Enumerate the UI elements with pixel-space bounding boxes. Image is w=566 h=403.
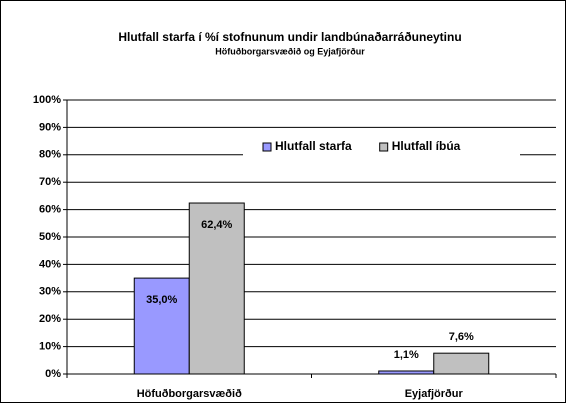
y-tick-label: 30% (39, 286, 61, 298)
legend-swatch (262, 142, 272, 152)
chart-title: Hlutfall starfa í %í stofnunum undir lan… (118, 30, 461, 44)
legend-label: Hlutfall íbúa (392, 139, 461, 153)
data-label: 7,6% (449, 331, 474, 343)
y-tick-label: 60% (39, 204, 61, 216)
data-label: 62,4% (201, 219, 232, 231)
y-tick-label: 70% (39, 176, 61, 188)
data-label: 35,0% (146, 294, 177, 306)
bar (378, 370, 435, 375)
y-tick-label: 40% (39, 258, 61, 270)
y-tick-label: 90% (39, 121, 61, 133)
y-tick-label: 20% (39, 313, 61, 325)
y-tick-label: 10% (39, 341, 61, 353)
bar (133, 277, 190, 375)
chart-subtitle: Höfuðborgarsvæðið og Eyjafjörður (215, 46, 365, 56)
legend-swatch (379, 142, 389, 152)
x-tick-label: Höfuðborgarsvæðið (137, 388, 242, 400)
legend-label: Hlutfall starfa (275, 139, 352, 153)
bar (433, 352, 490, 375)
y-tick-label: 80% (39, 149, 61, 161)
x-tick-label: Eyjafjörður (405, 388, 464, 400)
y-tick-label: 100% (33, 94, 61, 106)
bar (188, 202, 245, 375)
data-label: 1,1% (394, 349, 419, 361)
y-tick-label: 50% (39, 231, 61, 243)
y-tick-label: 0% (45, 368, 61, 380)
